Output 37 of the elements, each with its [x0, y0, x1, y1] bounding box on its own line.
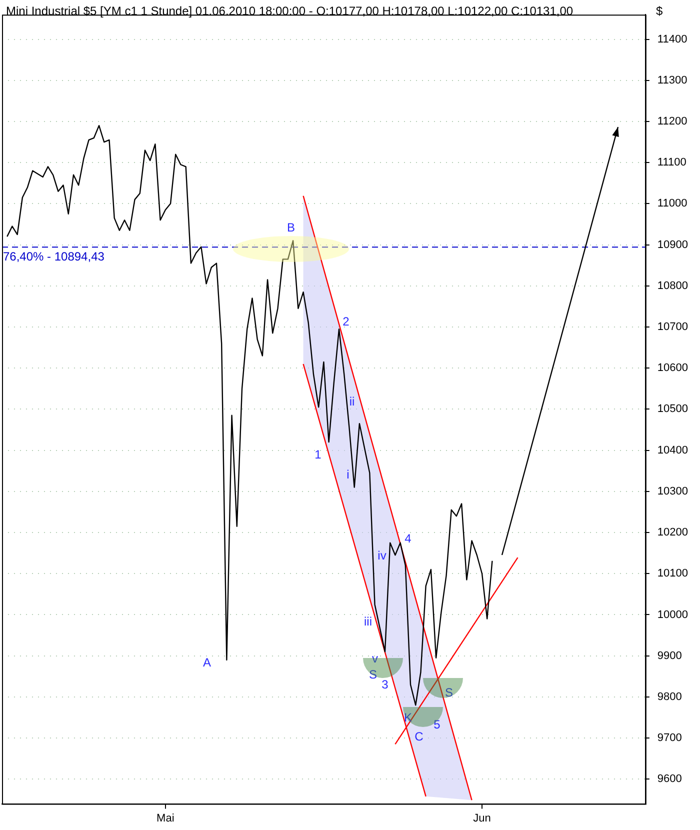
annotation: 4 [404, 531, 412, 546]
annotation: B [286, 220, 296, 234]
y-tick-label: 9600 [657, 773, 682, 786]
y-tick-label: 10900 [657, 238, 688, 251]
y-tick-label: 10400 [657, 444, 688, 456]
y-tick-label: 10100 [657, 568, 688, 580]
y-tick-label: 9900 [657, 650, 682, 662]
x-tick-label: Mai [156, 812, 174, 824]
y-tick-label: 9800 [657, 690, 682, 703]
annotation: iii [364, 614, 372, 628]
y-tick-label: 10700 [657, 321, 688, 334]
y-axis-title: $ [656, 4, 663, 18]
y-tick-label: 11300 [657, 74, 688, 86]
y-tick-label: 10800 [657, 280, 688, 292]
y-tick-label: 10200 [657, 526, 688, 539]
y-tick-label: 10000 [657, 608, 688, 621]
annotation: 2 [342, 314, 350, 328]
annotation: A [202, 655, 212, 670]
annotation: 76,40% - 10894,43 [3, 249, 105, 264]
annotation: ii [349, 394, 355, 408]
y-tick-label: 11100 [657, 156, 686, 169]
annotation: C [414, 729, 424, 744]
y-tick-label: 10500 [657, 403, 688, 416]
y-tick-label: 11400 [657, 33, 688, 46]
y-tick-label: 10600 [657, 362, 688, 374]
annotation: 3 [382, 677, 389, 692]
y-tick-label: 9700 [657, 732, 682, 744]
annotation: S [444, 685, 454, 700]
y-tick-label: 10300 [657, 485, 688, 498]
annotation: 1 [314, 447, 322, 462]
chart-title: Mini Industrial $5 [YM c1 1 Stunde] 01.06.2010 18:00:00 - O:10177,00 H:10178,00 L:10122,00 C:10131,00 [6, 4, 574, 18]
annotation: 5 [434, 717, 441, 732]
x-tick-label: Jun [473, 812, 491, 824]
y-tick-label: 11200 [657, 116, 688, 128]
annotation: i [346, 467, 350, 482]
annotation: iv [378, 548, 386, 562]
y-tick-label: 11000 [657, 198, 688, 210]
